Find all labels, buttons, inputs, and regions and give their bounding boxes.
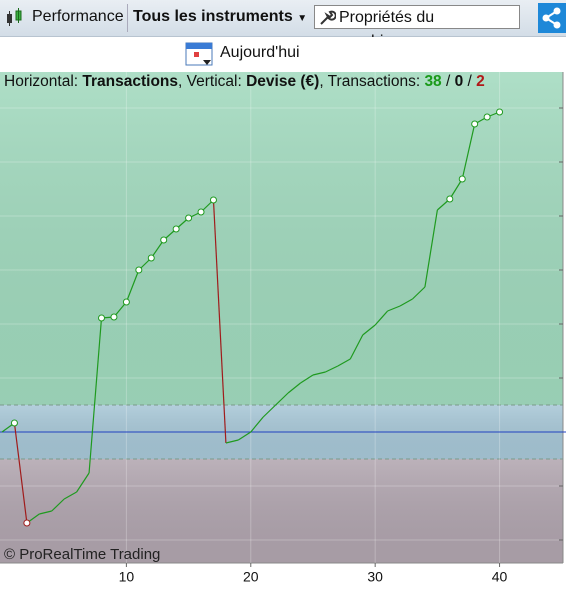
extreme-marker	[471, 120, 479, 128]
x-tick-label: 30	[367, 569, 383, 585]
equity-segment	[250, 416, 264, 433]
extreme-marker	[110, 313, 118, 321]
equity-segment	[212, 199, 227, 444]
title-part: /	[463, 73, 476, 90]
extreme-marker	[209, 196, 217, 204]
equity-segment	[225, 439, 239, 444]
extreme-marker	[23, 519, 31, 527]
watermark: © ProRealTime Trading	[4, 546, 160, 563]
zone-shade	[0, 459, 563, 563]
dropdown-arrow: ▼	[297, 13, 308, 24]
title-part: /	[442, 73, 455, 90]
extreme-marker	[496, 108, 504, 116]
title-part: 38	[424, 73, 442, 90]
candle-icon	[7, 8, 22, 26]
equity-segment	[461, 123, 476, 180]
extreme-marker	[122, 298, 130, 306]
title-part: , Transactions:	[319, 73, 424, 90]
equity-segment	[412, 286, 426, 300]
extreme-marker	[147, 254, 155, 262]
equity-segment	[349, 334, 364, 360]
equity-segment	[287, 382, 301, 394]
equity-segment	[13, 422, 28, 524]
extreme-marker	[446, 195, 454, 203]
performance-menu[interactable]: Performance	[32, 8, 124, 25]
separator	[127, 4, 128, 32]
extreme-marker	[98, 314, 106, 322]
extreme-marker	[160, 236, 168, 244]
title-part: 0	[455, 73, 464, 90]
equity-segment	[449, 178, 463, 200]
equity-segment	[312, 371, 326, 376]
title-part: , Vertical:	[178, 73, 246, 90]
extreme-marker	[10, 419, 18, 427]
title-part: Devise (€)	[246, 73, 319, 90]
zone-shade	[0, 72, 563, 405]
share-button[interactable]	[538, 3, 566, 33]
extreme-marker	[172, 225, 180, 233]
extreme-marker	[197, 208, 205, 216]
equity-segment	[262, 404, 277, 418]
equity-segment	[325, 365, 339, 373]
axis-area	[0, 563, 566, 590]
equity-segment	[63, 491, 77, 500]
x-tick-label: 40	[492, 569, 508, 585]
equity-segment	[39, 510, 52, 515]
equity-segment	[238, 431, 252, 441]
date-row: Aujourd'hui	[0, 37, 566, 70]
title-part: Transactions	[82, 73, 178, 90]
equity-segment	[275, 392, 289, 406]
x-tick-label: 10	[119, 569, 135, 585]
instruments-label: Tous les instruments	[133, 8, 293, 25]
calendar-icon[interactable]	[185, 40, 215, 68]
x-tick-label: 20	[243, 569, 259, 585]
equity-segment	[88, 317, 103, 474]
equity-segment	[387, 305, 401, 312]
chart-title: Horizontal: Transactions, Vertical: Devi…	[4, 73, 485, 90]
today-button[interactable]: Aujourd'hui	[220, 44, 300, 61]
share-icon	[542, 7, 561, 29]
title-part: Horizontal:	[4, 73, 82, 90]
extreme-marker	[185, 214, 193, 222]
extreme-marker	[135, 266, 143, 274]
equity-segment	[125, 269, 140, 303]
equity-segment	[374, 310, 389, 326]
equity-segment	[150, 239, 165, 259]
equity-segment	[424, 209, 438, 288]
equity-segment	[362, 324, 376, 336]
equity-segment	[337, 358, 351, 367]
extreme-marker	[483, 113, 491, 121]
title-part: 2	[476, 73, 485, 90]
equity-segment	[51, 498, 65, 512]
extreme-marker	[458, 175, 466, 183]
equity-segment	[76, 472, 90, 493]
equity-segment	[399, 298, 413, 307]
instruments-dropdown[interactable]: Tous les instruments ▼	[133, 5, 307, 29]
equity-segment	[300, 374, 314, 384]
wrench-icon	[320, 10, 336, 25]
